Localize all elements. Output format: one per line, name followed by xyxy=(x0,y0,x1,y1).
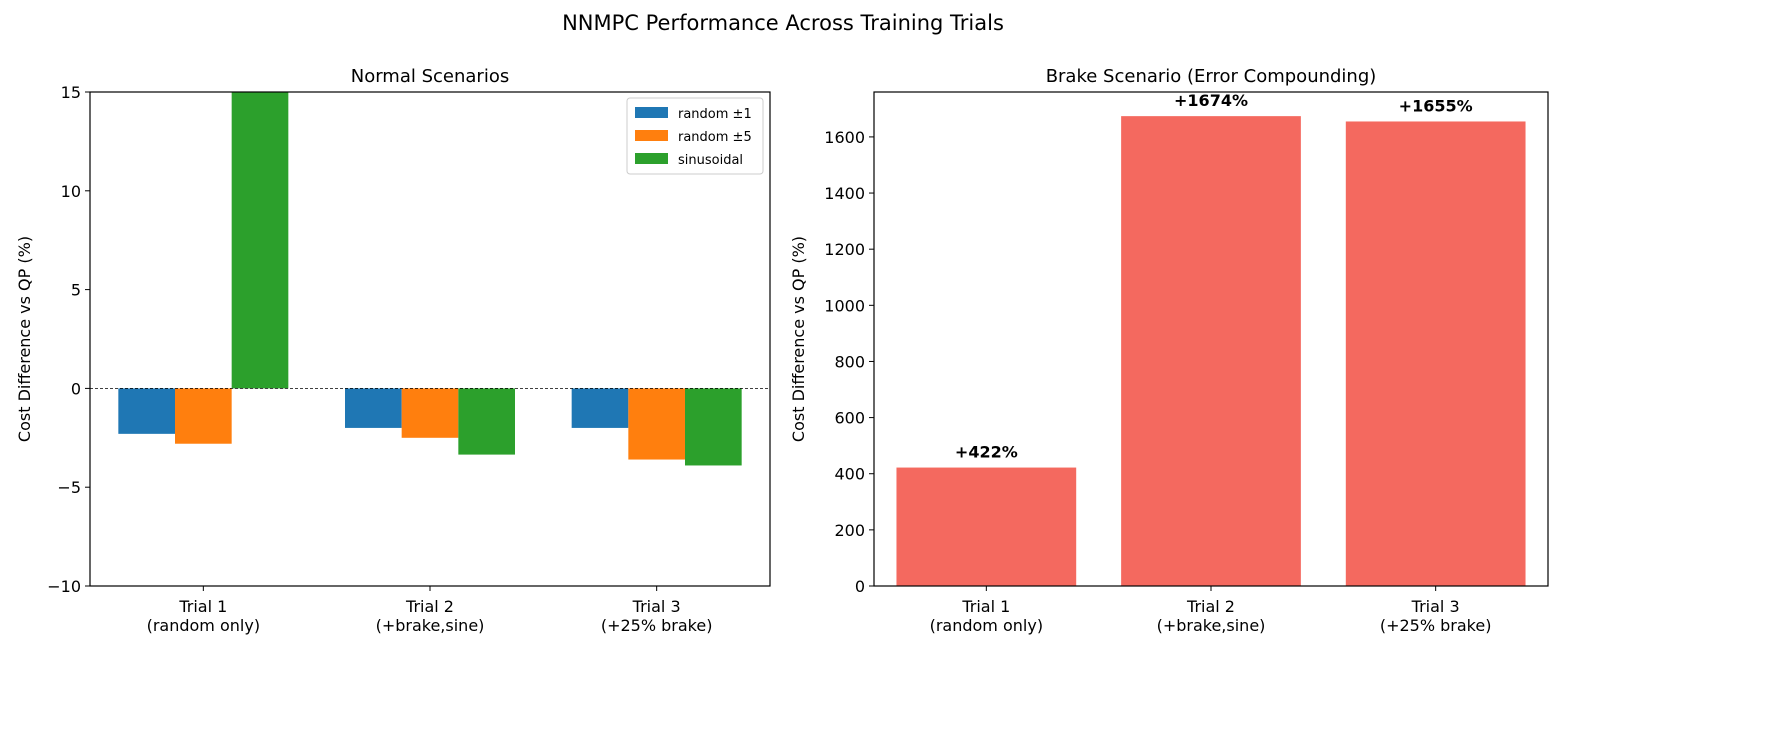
y-axis-label: Cost Difference vs QP (%) xyxy=(15,236,34,442)
legend-label: random ±1 xyxy=(678,107,752,122)
x-tick-label: (+25% brake) xyxy=(1380,616,1492,635)
y-axis-label: Cost Difference vs QP (%) xyxy=(789,236,808,442)
data-label: +1674% xyxy=(1174,91,1248,110)
legend-swatch xyxy=(635,130,668,141)
bar-sinusoidal-trial-3 xyxy=(685,388,742,466)
x-tick-label: (random only) xyxy=(147,616,260,635)
legend-label: sinusoidal xyxy=(678,153,743,168)
bar-random-5-trial-1 xyxy=(175,388,232,444)
bar-sinusoidal-trial-1 xyxy=(231,92,289,389)
plot-area xyxy=(118,92,742,466)
y-tick-label: 1200 xyxy=(824,240,865,259)
plot-area xyxy=(896,116,1526,586)
subplot-title: Brake Scenario (Error Compounding) xyxy=(1046,66,1377,87)
y-tick-label: −5 xyxy=(57,478,81,497)
right-chart-brake-scenario: +422% +1674% +1655% 0 200 400 600 800 1000 1200 14… xyxy=(789,66,1549,635)
legend-swatch xyxy=(635,153,668,164)
bar-random-1-trial-1 xyxy=(118,388,175,434)
x-tick-label: (+brake,sine) xyxy=(1157,616,1266,635)
data-label: +1655% xyxy=(1399,96,1473,115)
y-tick-label: 400 xyxy=(834,465,865,484)
y-tick-label: 1000 xyxy=(824,296,865,315)
x-tick-label: Trial 3 xyxy=(1411,597,1460,616)
x-tick-label: Trial 3 xyxy=(632,597,681,616)
y-tick-label: 15 xyxy=(61,83,81,102)
legend-swatch xyxy=(635,107,668,118)
y-tick-label: 0 xyxy=(71,379,81,398)
bar-random-5-trial-3 xyxy=(628,388,685,460)
figure-title: NNMPC Performance Across Training Trials xyxy=(562,11,1004,35)
data-label: +422% xyxy=(955,443,1018,462)
bar-random-1-trial-2 xyxy=(345,388,402,428)
x-tick-label: Trial 1 xyxy=(178,597,227,616)
bar-random-5-trial-2 xyxy=(401,388,459,438)
x-tick-label: (+brake,sine) xyxy=(376,616,485,635)
y-tick-label: 1400 xyxy=(824,184,865,203)
legend: random ±1 random ±5 sinusoidal xyxy=(626,97,764,175)
legend-label: random ±5 xyxy=(678,130,752,145)
bar-trial-3 xyxy=(1345,121,1526,586)
x-tick-label: Trial 1 xyxy=(961,597,1010,616)
y-tick-label: −10 xyxy=(47,577,81,596)
x-tick-label: (random only) xyxy=(930,616,1043,635)
y-tick-label: 200 xyxy=(834,521,865,540)
y-tick-label: 10 xyxy=(61,182,81,201)
subplot-title: Normal Scenarios xyxy=(351,66,509,87)
y-tick-label: 0 xyxy=(855,577,865,596)
bar-trial-1 xyxy=(896,467,1077,586)
bar-trial-2 xyxy=(1121,116,1301,586)
bar-random-1-trial-3 xyxy=(571,388,629,428)
bar-sinusoidal-trial-2 xyxy=(458,388,515,455)
y-tick-label: 800 xyxy=(834,352,865,371)
x-tick-label: (+25% brake) xyxy=(601,616,713,635)
y-tick-label: 5 xyxy=(71,281,81,300)
y-tick-label: 1600 xyxy=(824,128,865,147)
x-tick-label: Trial 2 xyxy=(1186,597,1235,616)
y-tick-label: 600 xyxy=(834,409,865,428)
x-tick-label: Trial 2 xyxy=(405,597,454,616)
